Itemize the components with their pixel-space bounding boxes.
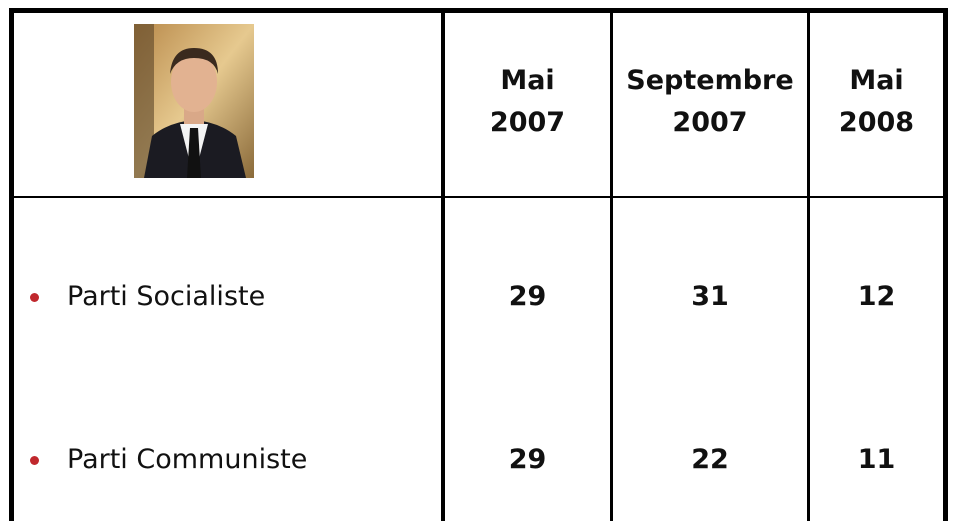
border-right <box>943 8 948 521</box>
row-label: Parti Socialiste <box>67 281 266 312</box>
border-left <box>9 8 14 521</box>
bullet <box>30 293 39 302</box>
column-header: Septembre 2007 <box>626 65 794 138</box>
column-rule <box>441 8 445 521</box>
cell-value: 29 <box>508 444 547 475</box>
cell-value: 12 <box>857 281 896 312</box>
cell-value: 22 <box>691 444 729 475</box>
column-header: Mai 2008 <box>838 65 915 138</box>
bullet <box>30 456 39 465</box>
cell-value: 11 <box>857 444 896 475</box>
column-rule <box>807 8 810 521</box>
column-header: Mai 2007 <box>489 65 566 138</box>
cell-value: 31 <box>691 281 729 312</box>
portrait-photo <box>134 24 254 178</box>
column-rule <box>610 8 613 521</box>
border-top <box>10 8 948 13</box>
cell-value: 29 <box>508 281 547 312</box>
row-label: Parti Communiste <box>67 444 308 475</box>
header-rule <box>10 196 946 198</box>
